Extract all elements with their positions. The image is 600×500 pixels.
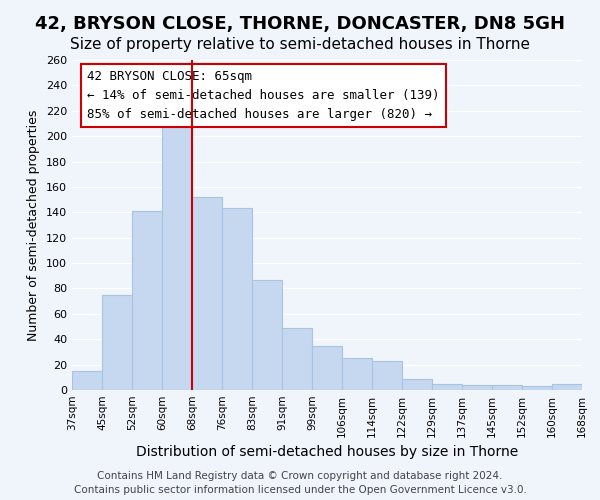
X-axis label: Distribution of semi-detached houses by size in Thorne: Distribution of semi-detached houses by …	[136, 446, 518, 460]
Text: 42 BRYSON CLOSE: 65sqm
← 14% of semi-detached houses are smaller (139)
85% of se: 42 BRYSON CLOSE: 65sqm ← 14% of semi-det…	[88, 70, 440, 121]
Bar	[402, 378, 432, 390]
Bar	[492, 385, 522, 390]
Bar	[312, 346, 342, 390]
Bar	[132, 211, 162, 390]
Bar	[432, 384, 462, 390]
Bar	[222, 208, 252, 390]
Bar	[282, 328, 312, 390]
Bar	[372, 361, 402, 390]
Bar	[162, 128, 192, 390]
Bar	[462, 385, 492, 390]
Text: Size of property relative to semi-detached houses in Thorne: Size of property relative to semi-detach…	[70, 38, 530, 52]
Text: Contains HM Land Registry data © Crown copyright and database right 2024.
Contai: Contains HM Land Registry data © Crown c…	[74, 471, 526, 495]
Bar	[72, 371, 102, 390]
Y-axis label: Number of semi-detached properties: Number of semi-detached properties	[28, 110, 40, 340]
Bar	[252, 280, 282, 390]
Bar	[522, 386, 552, 390]
Bar	[552, 384, 582, 390]
Bar	[342, 358, 372, 390]
Bar	[192, 197, 222, 390]
Bar	[102, 295, 132, 390]
Text: 42, BRYSON CLOSE, THORNE, DONCASTER, DN8 5GH: 42, BRYSON CLOSE, THORNE, DONCASTER, DN8…	[35, 15, 565, 33]
